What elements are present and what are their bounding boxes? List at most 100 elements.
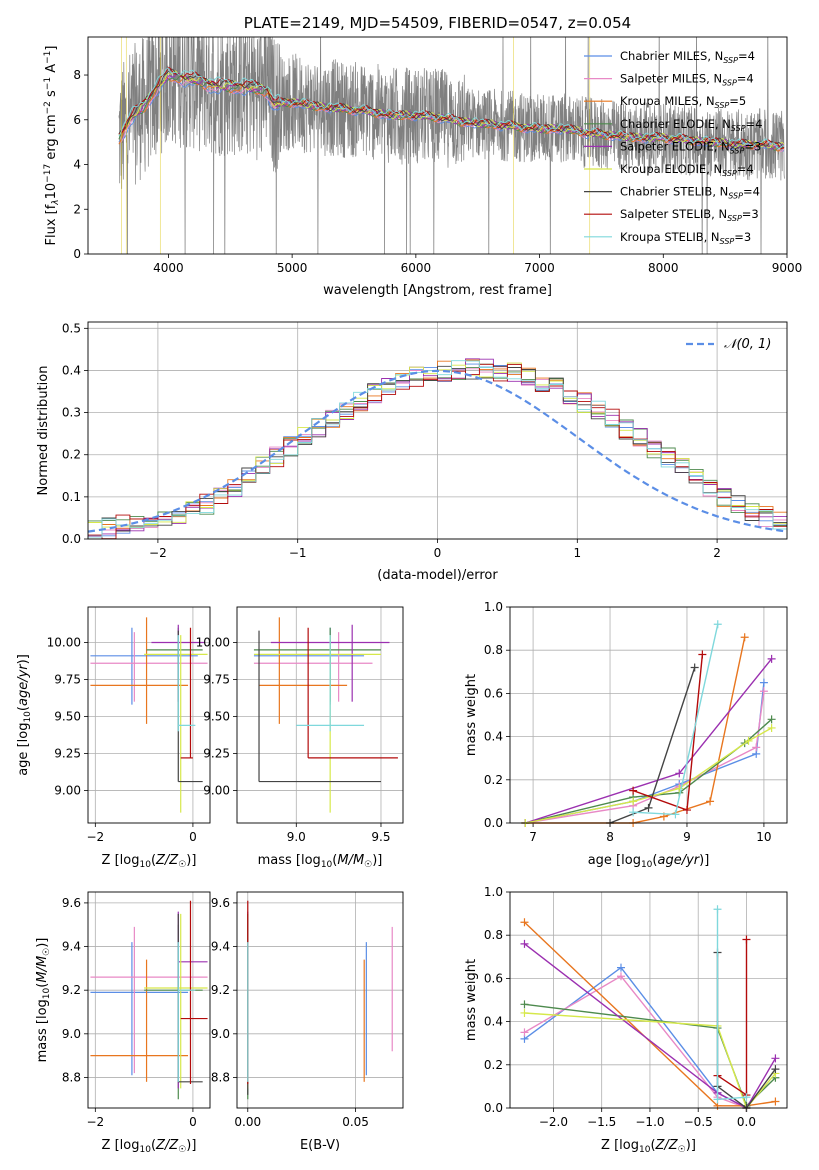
axis-label: Z [log10(Z/Z☉)]	[601, 1138, 696, 1155]
legend-entry-nssp: =3	[734, 230, 751, 244]
x-tick-label: 2	[713, 546, 721, 560]
legend-entry-sub: SSP	[723, 56, 738, 65]
y-tick-label: 9.50	[203, 709, 230, 723]
y-tick-label: 6	[73, 113, 81, 127]
legend-entry-name: Kroupa ELODIE, N	[620, 162, 722, 176]
axis-label-part: age/yr	[657, 853, 700, 868]
y-tick-label: 0.2	[484, 1058, 503, 1072]
axes-frame	[509, 606, 788, 824]
model-spectrum-salpeter-stelib	[118, 67, 785, 149]
y-tick-label: 0	[73, 247, 81, 261]
axes-frame	[236, 606, 404, 824]
legend-entry: Salpeter MILES, NSSP=4	[620, 72, 754, 88]
legend-entry: Kroupa ELODIE, NSSP=4	[620, 162, 754, 178]
x-tick-label: 0.0	[737, 1115, 756, 1129]
mass-weight-marker	[629, 797, 638, 806]
x-axis-label: (data-model)/error	[377, 568, 498, 583]
axis-label-part: (	[35, 983, 50, 988]
y-tick-label: 0.3	[62, 406, 81, 420]
y-tick-label: 9.0	[62, 1027, 81, 1041]
axis-label-part: s	[44, 90, 59, 101]
axis-label-part: A	[44, 64, 59, 77]
cross-panel-6: 0.00 0.05 8.8 9.0 9.2 9.4 9.6 E(B-V)	[211, 891, 404, 1153]
mass-weight-marker	[520, 1000, 529, 1009]
legend-entry: Kroupa STELIB, NSSP=3	[620, 230, 751, 246]
axis-label-part: )]	[186, 853, 196, 868]
axes-frame	[87, 606, 211, 824]
axis-label-part: Z [log	[102, 853, 140, 868]
mass-weight-marker	[706, 797, 715, 806]
y-tick-label: 0.0	[62, 532, 81, 546]
mass-weight-marker	[644, 803, 653, 812]
y-tick-label: 9.2	[211, 983, 230, 997]
axis-label-part: age [log	[588, 853, 641, 868]
legend-entry: Salpeter ELODIE, NSSP=3	[620, 139, 761, 155]
legend-entry-name: Kroupa STELIB, N	[620, 230, 720, 244]
axis-label: E(B-V)	[300, 1138, 340, 1153]
axis-label-part: ]	[44, 46, 59, 51]
x-tick-label: −2	[86, 1115, 104, 1129]
spectrum-legend: Chabrier MILES, NSSP=4 Salpeter MILES, NS…	[584, 49, 762, 246]
axis-label: age [log10(age/yr)]	[588, 853, 710, 870]
axes-frame	[509, 891, 788, 1109]
x-tick-label: 4000	[153, 261, 184, 275]
axis-label-part: 10	[42, 987, 52, 999]
mass-weight-marker	[520, 939, 529, 948]
mass-weight-marker	[771, 1097, 780, 1106]
x-tick-label: 9	[683, 830, 691, 844]
mass-weight-marker	[771, 1054, 780, 1063]
axis-label: age [log10(age/yr)]	[16, 654, 33, 776]
cross-panel-3: 9.0 9.5 9.00 9.25 9.50 9.75 10.00 mass [log10(M…	[196, 606, 404, 870]
x-tick-label: −1	[289, 546, 307, 560]
x-tick-label: −0.5	[684, 1115, 713, 1129]
axis-label-part: )]	[686, 1138, 696, 1153]
legend-entry-sub: SSP	[728, 192, 743, 201]
legend-entry-sub: SSP	[722, 79, 737, 88]
axes-frame	[236, 891, 404, 1109]
axis-label-part: E(B-V)	[300, 1138, 340, 1153]
x-tick-label: −2	[149, 546, 167, 560]
model-spectrum-chabrier-stelib	[118, 68, 785, 149]
axis-label-part: (	[16, 706, 31, 711]
axes-frame	[87, 891, 211, 1109]
y-tick-label: 9.6	[62, 896, 81, 910]
histogram-panel: −2 −1 0 1 2 0.0 0.1 0.2 0.3 0.4 0.5 (data-model)/er…	[36, 321, 788, 583]
mass-weight-marker	[616, 963, 625, 972]
legend-entry: Chabrier MILES, NSSP=4	[620, 49, 755, 65]
axis-label-part: M/M	[35, 956, 50, 983]
axis-label-part: Z [log	[102, 1138, 140, 1153]
x-tick-label: 0.00	[234, 1115, 261, 1129]
mass-weight-marker	[675, 784, 684, 793]
y-axis-label: mass weight	[464, 674, 479, 756]
cross-plot-area	[90, 900, 208, 1100]
axis-label-part: −17	[43, 164, 53, 183]
axis-label-part: λ	[51, 199, 61, 205]
y-tick-label: 2	[73, 202, 81, 216]
mass-weight-marker	[767, 654, 776, 663]
axis-label-part: )]	[35, 938, 50, 948]
axis-label-part: −2	[43, 101, 53, 114]
y-tick-label: 0.4	[62, 363, 81, 377]
y-tick-label: 0.6	[484, 686, 503, 700]
histogram-step-7	[88, 363, 787, 539]
mass-weight-line	[524, 1012, 776, 1110]
y-axis-label: mass weight	[464, 959, 479, 1041]
y-tick-label: 9.00	[54, 783, 81, 797]
x-tick-label: 5000	[277, 261, 308, 275]
y-tick-label: 10.00	[47, 636, 81, 650]
mass-weight-marker	[520, 1028, 529, 1037]
x-tick-label: 0	[434, 546, 442, 560]
mass-weight-marker	[682, 806, 691, 815]
histogram-plot-area	[88, 358, 787, 539]
y-tick-label: 0.0	[484, 1101, 503, 1115]
axis-label-part: ☉	[678, 1145, 686, 1155]
axes-frame	[87, 321, 788, 540]
axis-label-part: (	[652, 853, 657, 868]
chart-title: PLATE=2149, MJD=54509, FIBERID=0547, z=0…	[244, 14, 631, 32]
y-tick-label: 9.75	[203, 672, 230, 686]
axis-label-part: )]	[16, 654, 31, 664]
y-tick-label: 8.8	[211, 1070, 230, 1084]
